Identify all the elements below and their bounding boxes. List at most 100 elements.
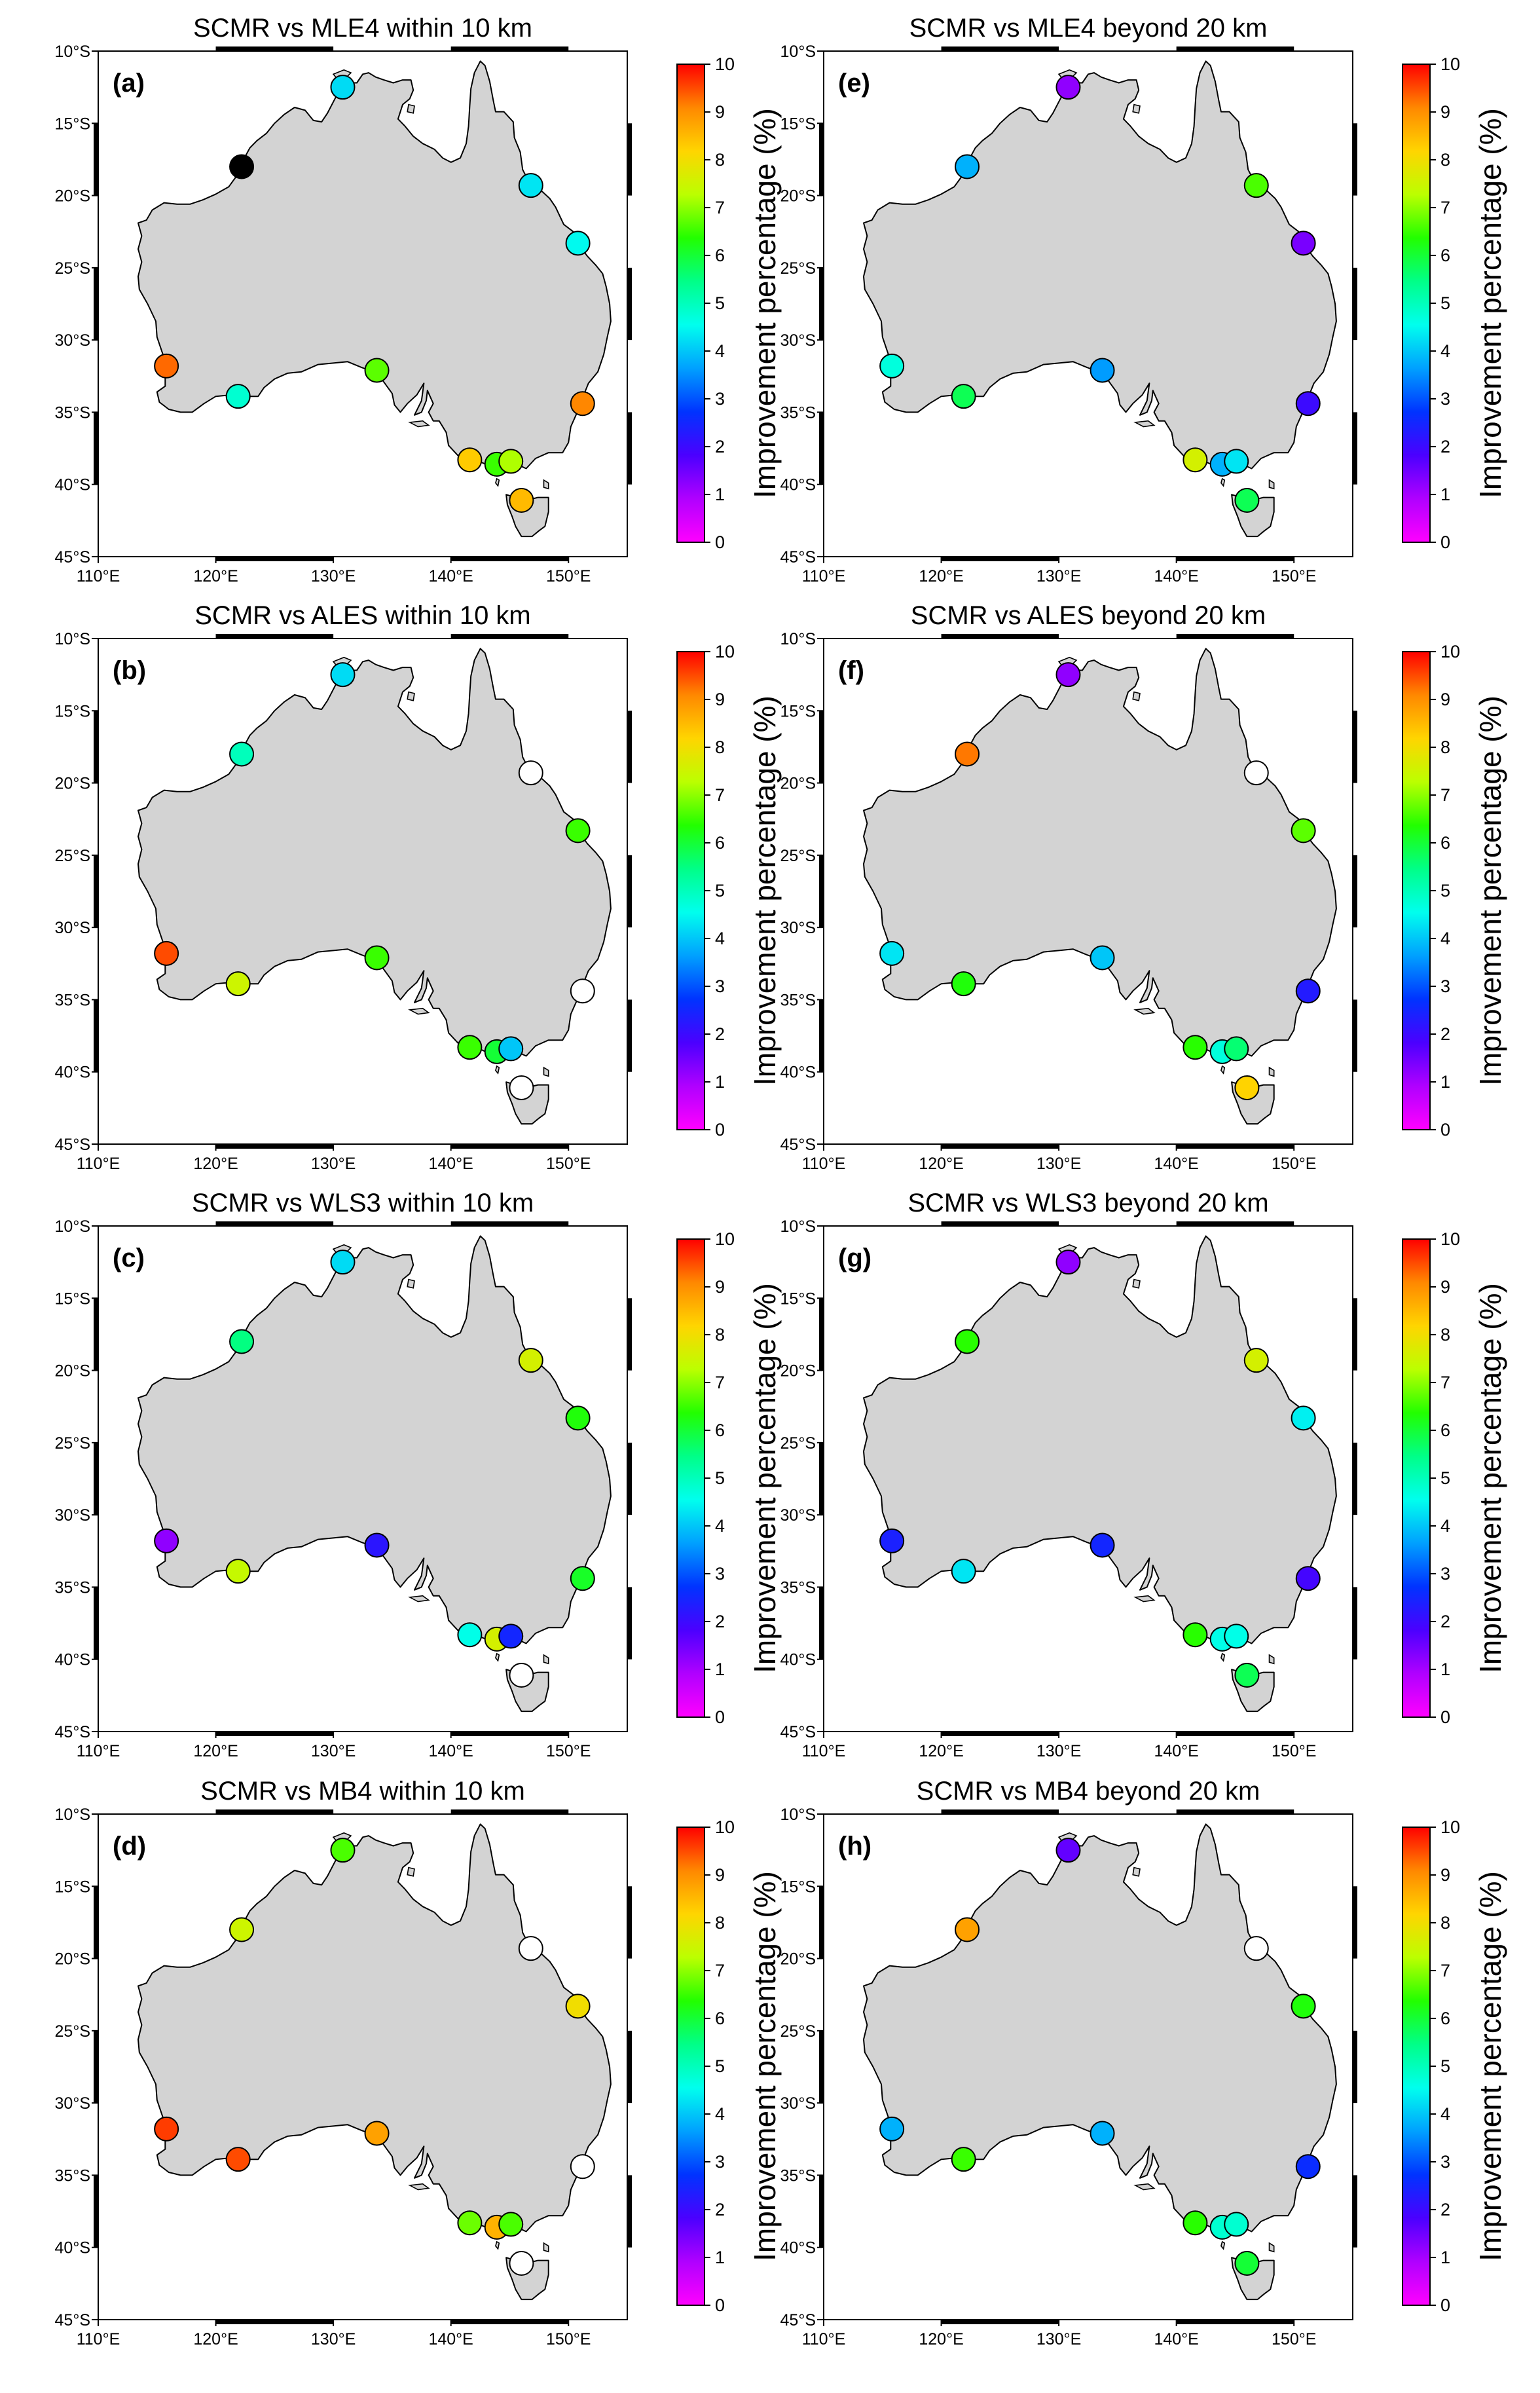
colorbar bbox=[676, 1827, 705, 2306]
colorbar-tick-label: 2 bbox=[1440, 437, 1450, 456]
lat-tick-label: 25°S bbox=[780, 847, 816, 865]
colorbar bbox=[676, 651, 705, 1130]
lon-tick-label: 110°E bbox=[802, 1742, 846, 1760]
panel-a: SCMR vs MLE4 within 10 km 110°E 120°E 130°E… bbox=[55, 14, 782, 585]
station-marker bbox=[1291, 1994, 1316, 2019]
frame-bar bbox=[450, 1809, 569, 1814]
frame-bar bbox=[1353, 1442, 1357, 1515]
frame-bar bbox=[1176, 46, 1294, 51]
colorbar-tick-label: 8 bbox=[715, 150, 725, 170]
station-marker bbox=[364, 945, 390, 971]
station-marker bbox=[879, 940, 905, 966]
station-marker bbox=[364, 1532, 390, 1558]
frame-bar bbox=[819, 1587, 824, 1660]
frame-bar bbox=[215, 1144, 334, 1149]
colorbar bbox=[1402, 64, 1431, 543]
colorbar bbox=[1402, 1827, 1431, 2306]
frame-bar bbox=[215, 1221, 334, 1226]
lat-tick-label: 15°S bbox=[55, 1289, 90, 1308]
station-marker bbox=[1243, 1348, 1269, 1373]
lat-tick-label: 40°S bbox=[780, 2239, 816, 2257]
frame-bar bbox=[627, 2175, 632, 2248]
frame-bar bbox=[627, 267, 632, 341]
lon-tick-label: 120°E bbox=[919, 567, 963, 585]
frame-bar bbox=[215, 1809, 334, 1814]
station-marker bbox=[1243, 760, 1269, 786]
frame-bar bbox=[450, 1221, 569, 1226]
colorbar-tick-label: 10 bbox=[1440, 1229, 1460, 1249]
lat-tick-label: 30°S bbox=[55, 2094, 90, 2113]
frame-bar bbox=[1176, 1221, 1294, 1226]
colorbar-tick-label: 4 bbox=[715, 341, 725, 361]
colorbar-tick-label: 2 bbox=[715, 2200, 725, 2219]
station-marker bbox=[457, 1622, 483, 1648]
station-marker bbox=[1055, 1250, 1081, 1275]
colorbar-label: Improvement percentage (%) bbox=[748, 1283, 782, 1673]
lat-tick-label: 30°S bbox=[780, 331, 816, 350]
lat-tick-label: 45°S bbox=[780, 1136, 816, 1154]
station-marker bbox=[154, 940, 179, 966]
lon-tick-label: 140°E bbox=[428, 1155, 473, 1173]
station-marker bbox=[955, 1917, 980, 1942]
lat-tick-label: 10°S bbox=[780, 630, 816, 648]
lat-tick-label: 15°S bbox=[780, 1289, 816, 1308]
lat-tick-label: 30°S bbox=[55, 1506, 90, 1525]
island bbox=[543, 1654, 549, 1665]
colorbar-label: Improvement percentage (%) bbox=[748, 696, 782, 1086]
lat-tick-label: 35°S bbox=[55, 403, 90, 422]
lat-tick-label: 40°S bbox=[55, 2239, 90, 2257]
panel-d: SCMR vs MB4 within 10 km 110°E 120°E 130°E 1… bbox=[55, 1777, 782, 2348]
lon-tick-label: 120°E bbox=[193, 1742, 238, 1760]
lon-tick-label: 120°E bbox=[193, 567, 238, 585]
lat-tick-label: 40°S bbox=[55, 1064, 90, 1082]
island bbox=[1132, 691, 1141, 701]
lat-tick-label: 15°S bbox=[780, 115, 816, 133]
colorbar-tick-label: 4 bbox=[715, 1516, 725, 1536]
station-marker bbox=[364, 358, 390, 383]
panel-tag: (a) bbox=[113, 69, 145, 98]
colorbar-tick-label: 0 bbox=[1440, 1120, 1450, 1140]
lat-tick-label: 20°S bbox=[55, 1950, 90, 1969]
frame-bar bbox=[627, 2030, 632, 2104]
panel-e: SCMR vs MLE4 beyond 20 km 110°E 120°E 130°E… bbox=[780, 14, 1507, 585]
colorbar-tick-label: 2 bbox=[1440, 2200, 1450, 2219]
frame-bar bbox=[94, 1587, 98, 1660]
frame-bar bbox=[627, 999, 632, 1072]
colorbar-label: Improvement percentage (%) bbox=[748, 108, 782, 498]
frame-bar bbox=[941, 1144, 1059, 1149]
colorbar-tick-label: 0 bbox=[1440, 2295, 1450, 2315]
colorbar bbox=[1402, 1238, 1431, 1718]
colorbar-tick-label: 0 bbox=[1440, 532, 1450, 552]
lon-tick-label: 140°E bbox=[1154, 2330, 1198, 2348]
colorbar-tick-label: 9 bbox=[1440, 1865, 1450, 1885]
frame-bar bbox=[1353, 123, 1357, 196]
frame-bar bbox=[450, 1732, 569, 1736]
colorbar-tick-label: 7 bbox=[1440, 1373, 1450, 1392]
frame-bar bbox=[819, 1298, 824, 1371]
frame-bar bbox=[215, 557, 334, 561]
lat-tick-label: 25°S bbox=[780, 1434, 816, 1453]
station-marker bbox=[509, 487, 534, 513]
colorbar-tick-label: 8 bbox=[715, 737, 725, 757]
frame-bar bbox=[819, 267, 824, 341]
frame-bar bbox=[1353, 1587, 1357, 1660]
station-marker bbox=[1234, 1662, 1260, 1688]
panel-title: SCMR vs WLS3 beyond 20 km bbox=[908, 1189, 1268, 1217]
station-marker bbox=[229, 741, 255, 767]
frame-bar bbox=[1353, 412, 1357, 485]
frame-bar bbox=[450, 2320, 569, 2324]
island bbox=[495, 1652, 500, 1662]
lat-tick-label: 40°S bbox=[780, 1651, 816, 1669]
lat-tick-label: 15°S bbox=[55, 1878, 90, 1896]
frame-bar bbox=[94, 855, 98, 928]
lat-tick-label: 10°S bbox=[55, 630, 90, 648]
panel-title: SCMR vs MB4 beyond 20 km bbox=[917, 1777, 1260, 1806]
colorbar-tick-label: 1 bbox=[715, 1072, 725, 1092]
island bbox=[408, 1595, 430, 1603]
frame-bar bbox=[94, 412, 98, 485]
lon-tick-label: 140°E bbox=[1154, 1742, 1198, 1760]
frame-bar bbox=[94, 267, 98, 341]
frame-bar bbox=[819, 855, 824, 928]
frame-bar bbox=[941, 557, 1059, 561]
colorbar-tick-label: 6 bbox=[1440, 1420, 1450, 1440]
